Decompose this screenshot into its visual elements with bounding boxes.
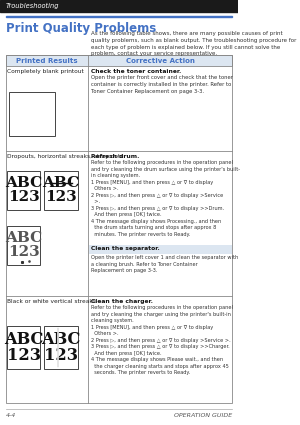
Text: Clean the separator.: Clean the separator. <box>91 246 160 251</box>
Text: 123: 123 <box>8 190 40 204</box>
Bar <box>44 326 78 369</box>
Bar <box>7 226 40 265</box>
Bar <box>7 170 40 210</box>
Text: 123: 123 <box>44 346 78 363</box>
Text: Printed Results: Printed Results <box>16 57 78 63</box>
Text: 123: 123 <box>7 346 41 363</box>
Text: Check the toner container.: Check the toner container. <box>91 69 181 74</box>
Text: Troubleshooting: Troubleshooting <box>6 3 59 9</box>
Bar <box>89 245 232 254</box>
Text: 4-4: 4-4 <box>6 413 16 418</box>
Bar <box>9 91 55 136</box>
Text: Open the printer left cover 1 and clean the separator with
a cleaning brush. Ref: Open the printer left cover 1 and clean … <box>91 255 238 273</box>
Bar <box>7 326 40 369</box>
Text: Refer to the following procedures in the operation panel
and try cleaning the dr: Refer to the following procedures in the… <box>91 160 240 237</box>
Text: ABC: ABC <box>5 176 42 190</box>
Bar <box>0 0 238 12</box>
Text: Clean the charger.: Clean the charger. <box>91 299 153 304</box>
Text: OPERATION GUIDE: OPERATION GUIDE <box>174 413 232 418</box>
Text: ABC: ABC <box>5 231 42 245</box>
Text: Black or white vertical streaks: Black or white vertical streaks <box>7 299 96 304</box>
Bar <box>6 16 232 17</box>
Text: Print Quality Problems: Print Quality Problems <box>6 22 156 35</box>
Text: Refer to the following procedures in the operation panel
and try cleaning the ch: Refer to the following procedures in the… <box>91 305 233 375</box>
Text: Completely blank printout: Completely blank printout <box>7 69 84 74</box>
Bar <box>6 55 232 66</box>
Text: 123: 123 <box>8 245 40 259</box>
Text: Open the printer front cover and check that the toner
container is correctly ins: Open the printer front cover and check t… <box>91 75 233 94</box>
Bar <box>44 170 78 210</box>
Text: Corrective Action: Corrective Action <box>126 57 195 63</box>
Text: ABC: ABC <box>42 176 80 190</box>
Text: ABC: ABC <box>41 331 81 348</box>
Text: ABC: ABC <box>4 331 43 348</box>
Bar <box>6 55 232 403</box>
Text: As the following table shows, there are many possible causes of print
quality pr: As the following table shows, there are … <box>91 31 297 57</box>
Text: Dropouts, horizontal streaks, stray dots: Dropouts, horizontal streaks, stray dots <box>7 154 124 159</box>
Text: Refresh drum.: Refresh drum. <box>91 154 139 159</box>
Text: 123: 123 <box>45 190 77 204</box>
